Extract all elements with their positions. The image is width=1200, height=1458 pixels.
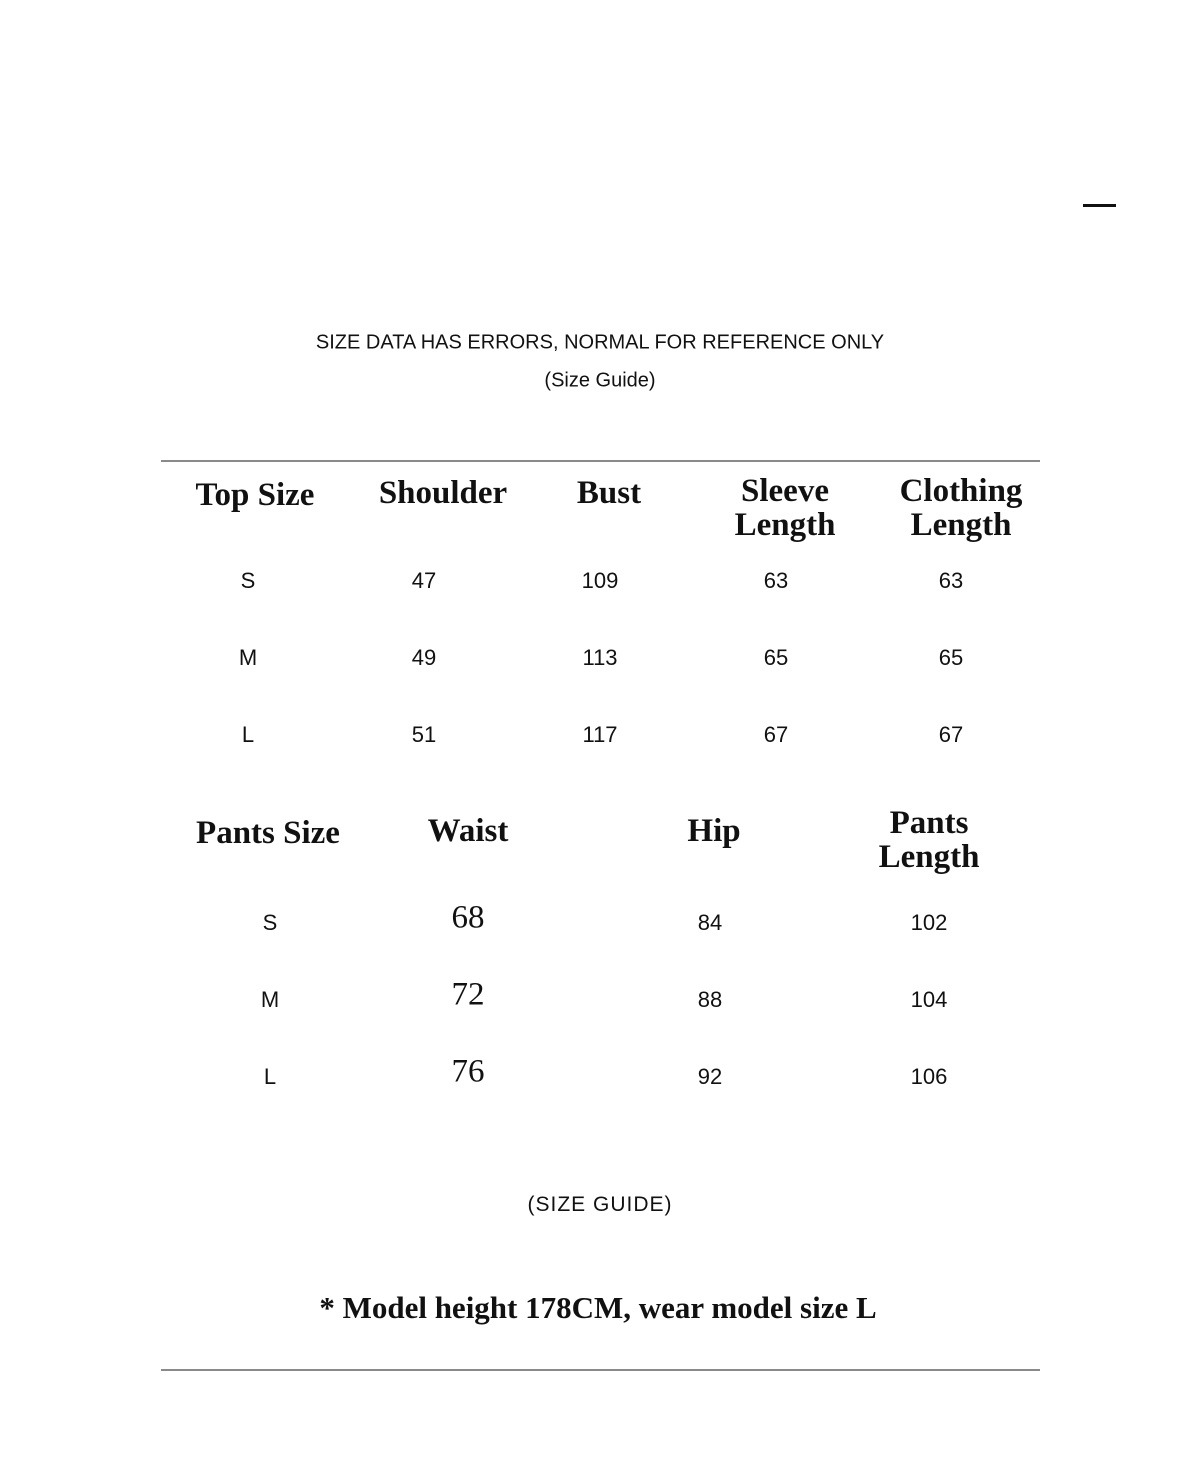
table-cell: S xyxy=(262,910,278,935)
column-header: Sleeve Length xyxy=(734,473,836,543)
table-cell: 92 xyxy=(697,1064,723,1089)
disclaimer-notice: SIZE DATA HAS ERRORS, NORMAL FOR REFEREN… xyxy=(315,331,885,354)
table-cell: 68 xyxy=(451,899,485,936)
table-cell: 51 xyxy=(411,722,437,747)
column-header: Top Size xyxy=(195,477,315,513)
top-divider xyxy=(161,460,1040,462)
column-header: Clothing Length xyxy=(899,473,1023,543)
table-cell: L xyxy=(263,1064,277,1089)
column-header: Shoulder xyxy=(378,475,508,511)
table-cell: M xyxy=(260,987,280,1012)
bottom-divider xyxy=(161,1369,1040,1371)
table-cell: 104 xyxy=(910,987,948,1012)
table-cell: S xyxy=(240,568,256,593)
table-cell: 65 xyxy=(938,645,964,670)
column-header: Bust xyxy=(576,475,642,511)
column-header: Pants Length xyxy=(878,805,980,875)
size-guide-label: (SIZE GUIDE) xyxy=(527,1193,673,1216)
table-cell: 72 xyxy=(451,976,485,1013)
table-cell: 63 xyxy=(938,568,964,593)
table-cell: 76 xyxy=(451,1053,485,1090)
table-cell: 67 xyxy=(938,722,964,747)
model-note: * Model height 178CM, wear model size L xyxy=(319,1290,877,1325)
subtitle: (Size Guide) xyxy=(544,369,656,392)
table-cell: 47 xyxy=(411,568,437,593)
table-cell: 63 xyxy=(763,568,789,593)
column-header: Pants Size xyxy=(196,815,340,851)
table-cell: 109 xyxy=(581,568,619,593)
table-cell: 102 xyxy=(910,910,948,935)
column-header: Waist xyxy=(427,813,509,849)
table-cell: 117 xyxy=(582,722,618,747)
table-cell: 88 xyxy=(697,987,723,1012)
table-cell: 84 xyxy=(697,910,723,935)
minus-icon xyxy=(1083,204,1116,207)
table-cell: 49 xyxy=(411,645,437,670)
table-cell: 106 xyxy=(910,1064,948,1089)
table-cell: 65 xyxy=(763,645,789,670)
column-header: Hip xyxy=(687,813,741,849)
table-cell: 113 xyxy=(582,645,618,670)
table-cell: L xyxy=(241,722,255,747)
table-cell: M xyxy=(238,645,258,670)
table-cell: 67 xyxy=(763,722,789,747)
